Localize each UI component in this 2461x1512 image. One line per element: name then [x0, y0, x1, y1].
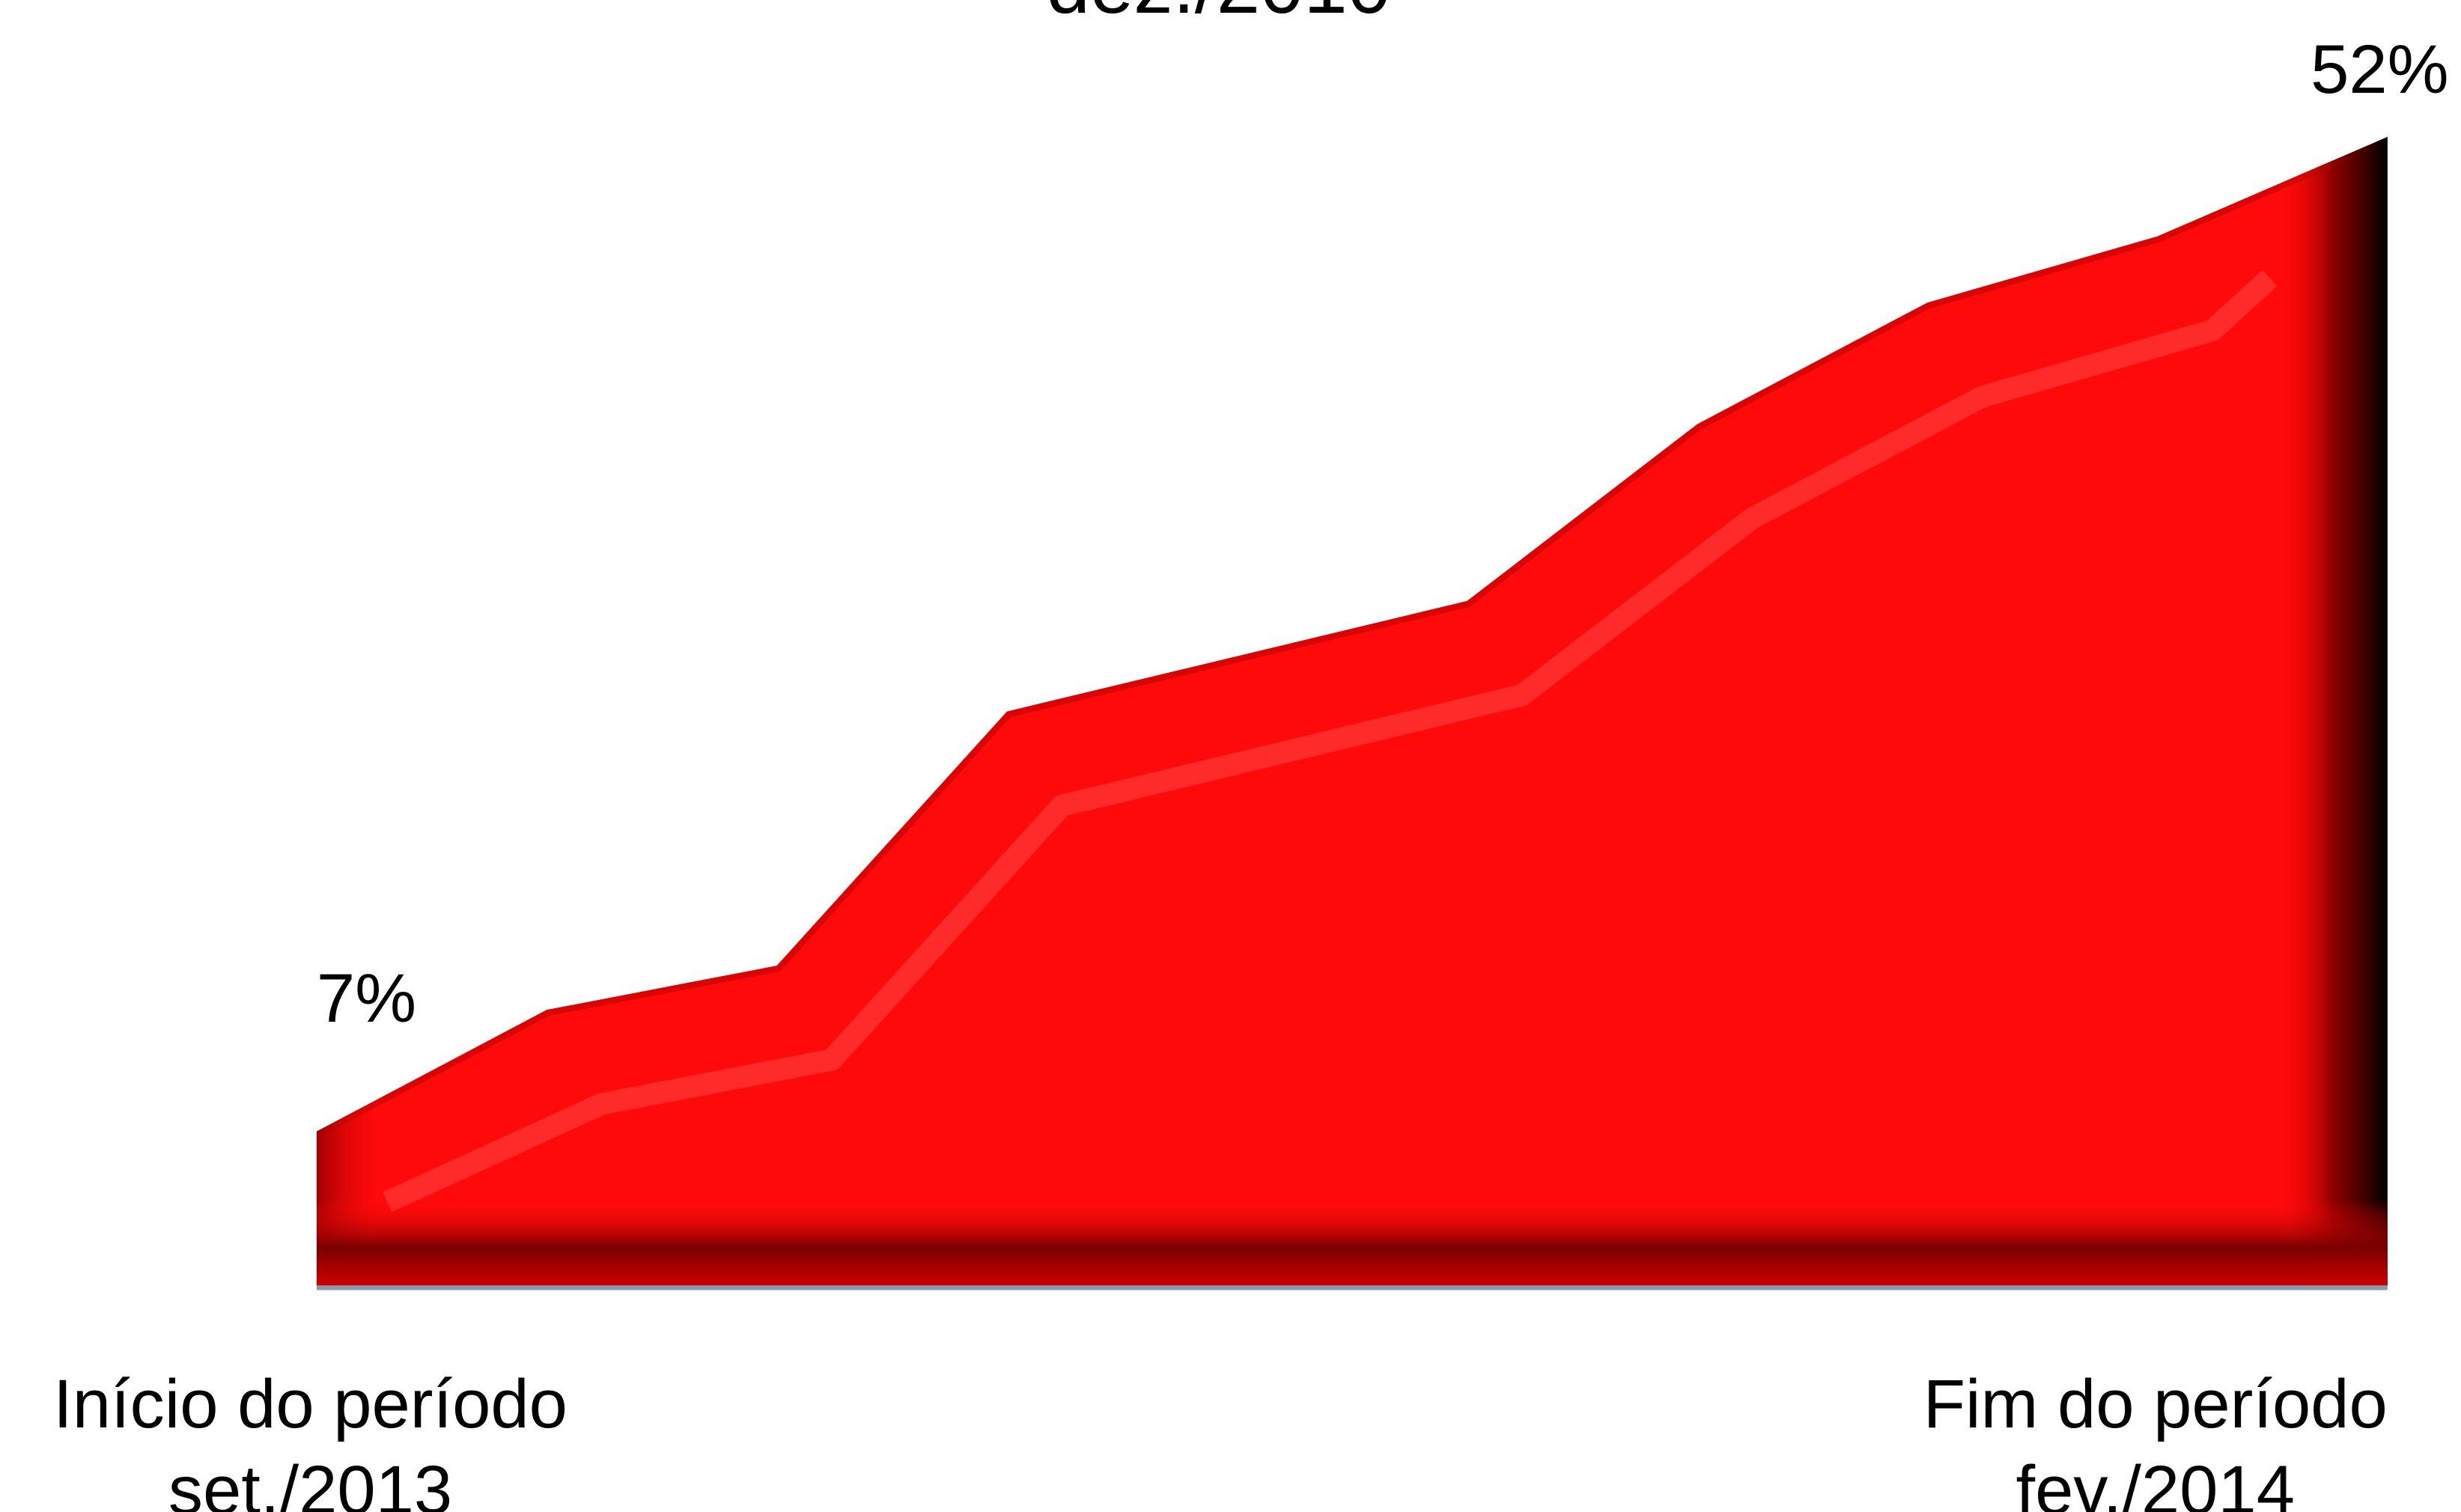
- chart-title: dez./2010: [1047, 0, 1391, 30]
- data-label: 52%: [2311, 31, 2449, 108]
- x-tick-label: Fim do período: [1923, 1365, 2388, 1442]
- bottom-edge: [316, 1200, 2388, 1287]
- right-edge: [2278, 136, 2388, 1287]
- area: [316, 136, 2388, 1287]
- x-tick-label: fev./2014: [2016, 1451, 2295, 1512]
- x-tick-label: set./2013: [168, 1451, 452, 1512]
- left-edge: [316, 136, 388, 1287]
- ridge-shadow: [316, 136, 2388, 1137]
- ridge-highlight: [383, 269, 2278, 1213]
- data-label: 7%: [317, 960, 416, 1037]
- x-tick-label: Início do período: [53, 1365, 568, 1442]
